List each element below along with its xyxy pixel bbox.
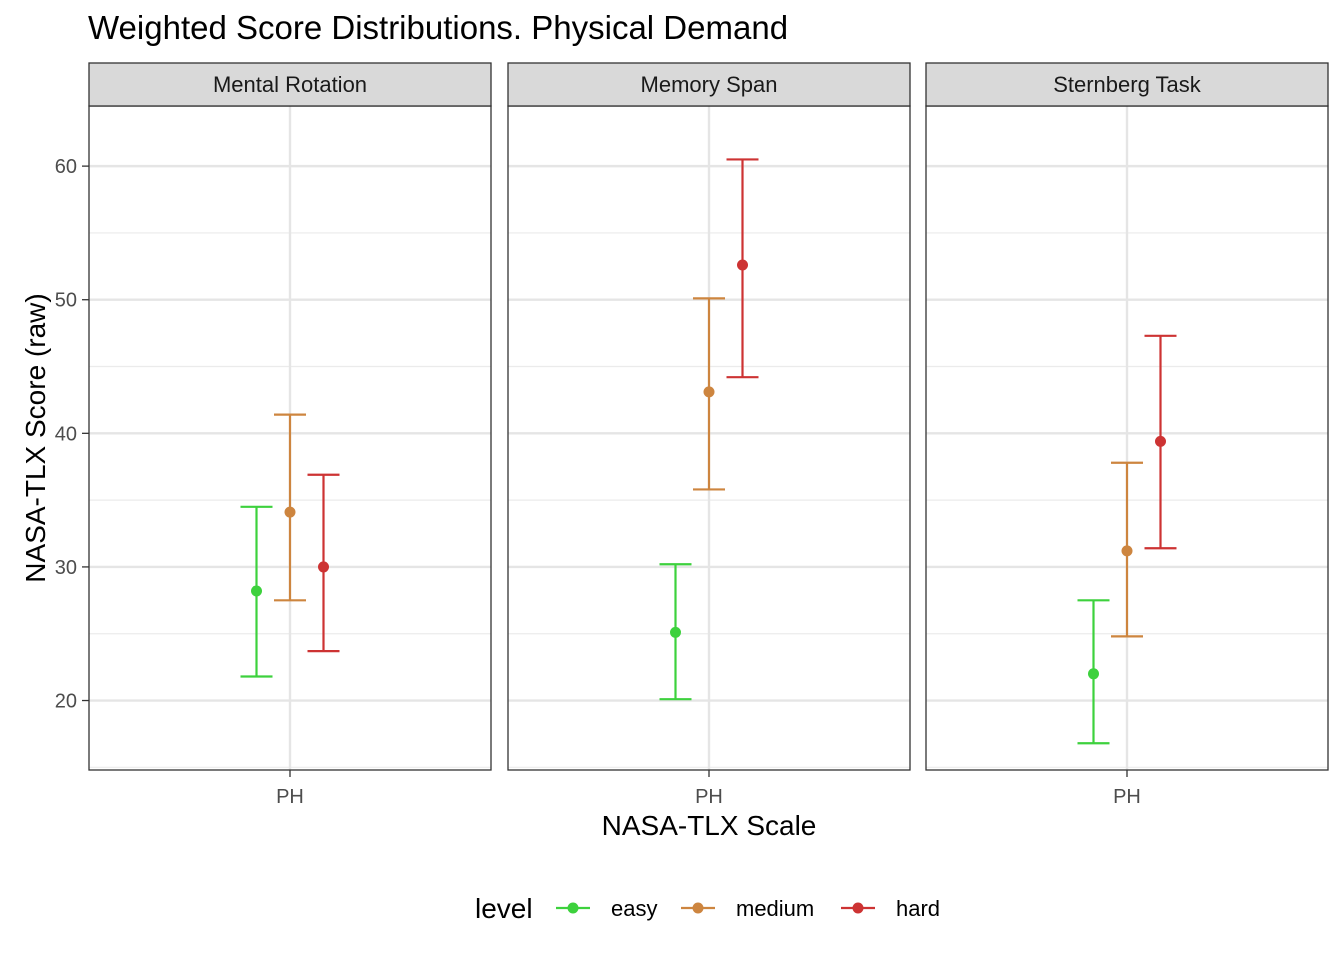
mean-point — [1088, 668, 1099, 680]
x-tick-label: PH — [695, 786, 723, 808]
legend-key-point — [567, 902, 579, 914]
errorbar-hard — [1144, 334, 1177, 550]
mean-point — [284, 506, 296, 518]
legend-item-hard: hard — [841, 896, 940, 921]
legend-item-medium: medium — [681, 896, 814, 921]
mean-point — [1121, 545, 1133, 557]
y-tick-label: 40 — [55, 423, 77, 445]
legend-label: hard — [896, 896, 940, 921]
mean-point — [318, 561, 329, 573]
errorbar-easy — [240, 505, 273, 678]
legend-key-point — [692, 902, 704, 914]
x-axis-title: NASA-TLX Scale — [602, 810, 817, 841]
legend-item-easy: easy — [556, 896, 657, 921]
errorbar-hard — [726, 158, 759, 379]
facet-panel: Sternberg Task PH — [925, 62, 1329, 808]
facet-strip — [507, 62, 911, 107]
facet-strip — [88, 62, 492, 107]
y-axis-title: NASA-TLX Score (raw) — [20, 293, 51, 582]
facet-strip-label: Mental Rotation — [213, 72, 367, 97]
facet-panel: Mental Rotation PH — [88, 62, 492, 808]
y-axis: 20 30 40 50 60 — [55, 156, 89, 713]
errorbar-easy — [659, 563, 692, 701]
legend-label: easy — [611, 896, 657, 921]
errorbar-medium — [693, 297, 725, 491]
errorbar-easy — [1077, 599, 1110, 745]
y-tick-label: 30 — [55, 557, 77, 579]
chart-title: Weighted Score Distributions. Physical D… — [88, 9, 788, 46]
facet-strip — [925, 62, 1329, 107]
mean-point — [251, 585, 262, 597]
legend-items: easy medium hard — [556, 896, 940, 921]
facet-strip-label: Memory Span — [641, 72, 778, 97]
facet-panel: Memory Span PH — [507, 62, 911, 808]
mean-point — [737, 259, 748, 271]
facet-strip-label: Sternberg Task — [1053, 72, 1202, 97]
y-tick-label: 20 — [55, 691, 77, 713]
mean-point — [670, 626, 681, 638]
legend: level easy medium hard — [475, 893, 940, 924]
errorbar-medium — [1111, 461, 1143, 638]
legend-title: level — [475, 893, 533, 924]
y-tick-label: 60 — [55, 156, 77, 178]
legend-label: medium — [736, 896, 814, 921]
y-tick-label: 50 — [55, 290, 77, 312]
mean-point — [703, 386, 715, 398]
errorbar-medium — [274, 413, 306, 602]
errorbar-hard — [307, 473, 340, 653]
x-tick-label: PH — [1113, 786, 1141, 808]
mean-point — [1155, 435, 1166, 447]
x-tick-label: PH — [276, 786, 304, 808]
legend-key-point — [852, 902, 864, 914]
